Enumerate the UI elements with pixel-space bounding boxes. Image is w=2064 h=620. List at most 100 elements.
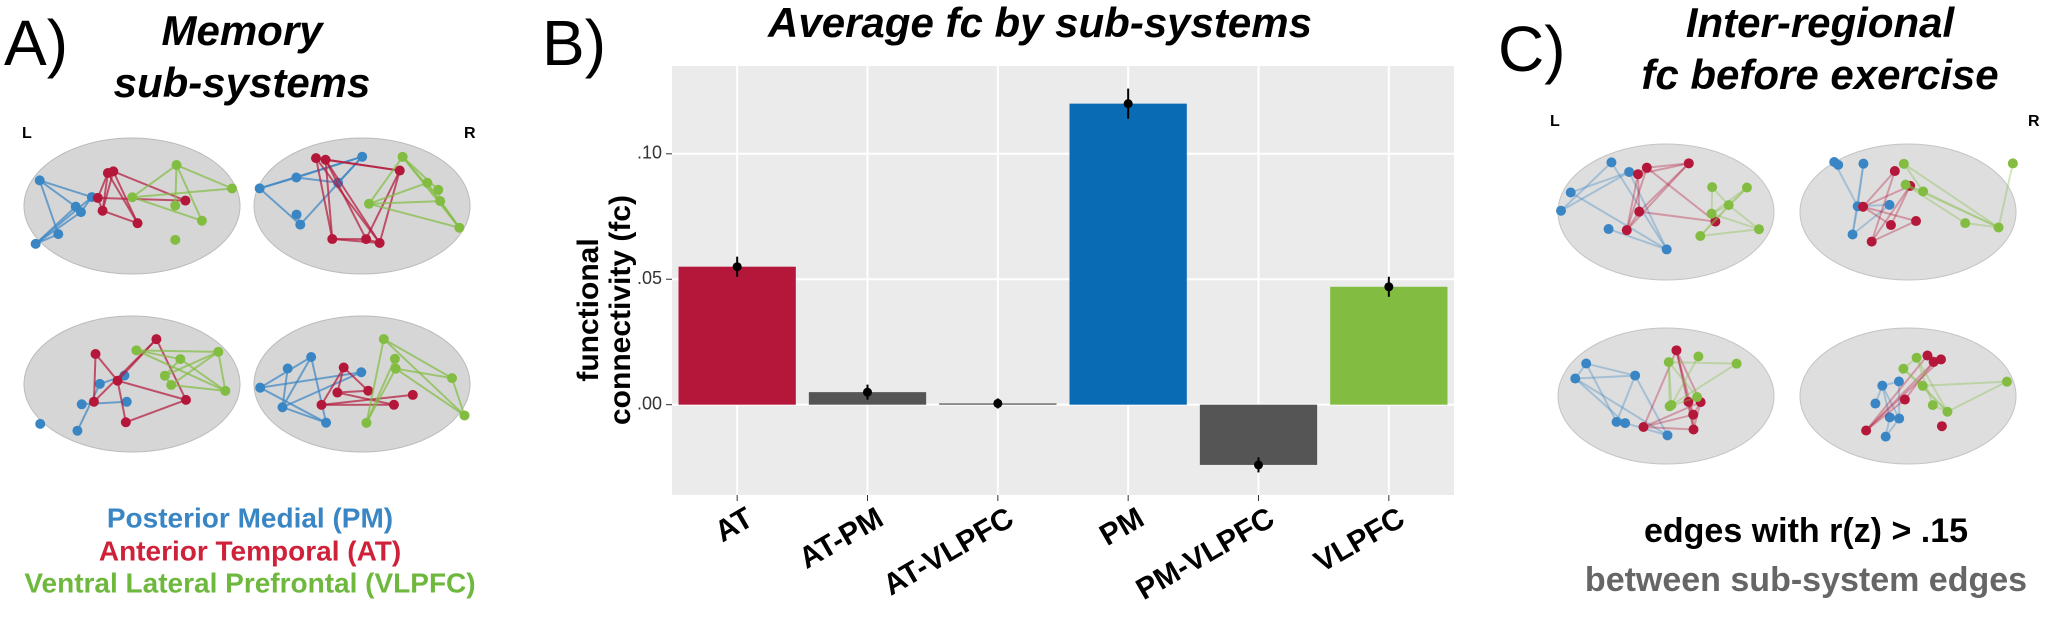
node <box>454 222 465 233</box>
node <box>397 151 408 162</box>
node <box>1936 421 1947 432</box>
edge <box>117 379 187 401</box>
edge <box>401 156 439 191</box>
edge <box>1862 184 1911 208</box>
node <box>435 196 446 207</box>
node <box>1918 186 1929 197</box>
node <box>1688 409 1699 420</box>
node <box>1942 406 1953 417</box>
edge <box>135 349 226 392</box>
node <box>363 385 374 396</box>
mean-point <box>1123 99 1133 109</box>
node <box>180 394 191 405</box>
node <box>390 363 401 374</box>
node <box>1911 352 1922 363</box>
node <box>30 238 41 249</box>
edge <box>383 338 453 379</box>
node <box>1889 166 1900 177</box>
node <box>196 215 207 226</box>
panel-title: Inter-regional <box>1686 0 1956 46</box>
note: edges with r(z) > .15 <box>1644 512 1968 550</box>
edge <box>1728 204 1760 230</box>
edge <box>125 398 187 424</box>
node <box>1556 205 1567 216</box>
brain <box>1557 327 1775 465</box>
panel-letter: B) <box>542 7 606 79</box>
node <box>127 192 138 203</box>
node <box>291 172 302 183</box>
y-tick-label: .10 <box>637 143 662 163</box>
node <box>1693 351 1704 362</box>
node <box>1692 392 1703 403</box>
node <box>459 410 470 421</box>
node <box>175 354 186 365</box>
edge <box>1870 185 1911 243</box>
edge <box>337 391 395 406</box>
edge <box>1643 425 1694 431</box>
edge <box>1626 162 1690 231</box>
node <box>120 417 131 428</box>
edge <box>1922 190 1999 229</box>
x-tick-label: AT <box>709 501 758 548</box>
edge <box>1946 380 2008 413</box>
edge <box>1865 354 1929 432</box>
node <box>1861 425 1872 436</box>
edge <box>1862 205 1892 226</box>
edge <box>365 368 397 424</box>
edge <box>132 187 233 199</box>
mean-point <box>732 262 742 272</box>
edge <box>1865 398 1906 432</box>
edge <box>395 367 453 380</box>
edge <box>1625 167 1648 231</box>
edge <box>321 393 413 406</box>
edge <box>343 366 369 392</box>
node <box>361 417 372 428</box>
edge <box>1639 210 1716 223</box>
edge <box>131 196 203 222</box>
edge <box>76 383 101 432</box>
node <box>34 175 45 186</box>
edge <box>136 349 181 361</box>
edge <box>281 368 289 408</box>
edge <box>1903 162 2000 229</box>
node <box>1847 229 1858 240</box>
mean-point <box>993 398 1003 408</box>
legend-entry: Ventral Lateral Prefrontal (VLPFC) <box>24 567 475 598</box>
node <box>90 349 101 360</box>
node <box>1683 396 1694 407</box>
node <box>356 367 367 378</box>
node <box>1570 373 1581 384</box>
edge <box>1560 161 1613 212</box>
edge <box>1646 162 1689 169</box>
edge <box>282 406 327 424</box>
node <box>1877 380 1888 391</box>
edge <box>324 159 334 240</box>
node <box>277 402 288 413</box>
node <box>1898 158 1909 169</box>
panel-letter: C) <box>1498 13 1566 85</box>
edge <box>337 389 369 394</box>
edge <box>368 202 460 229</box>
edge <box>1903 163 1924 193</box>
node <box>1870 398 1881 409</box>
node <box>1753 224 1764 235</box>
edge <box>131 164 178 199</box>
edge <box>164 350 219 377</box>
node <box>291 209 302 220</box>
edge <box>1575 374 1636 380</box>
edge <box>365 338 385 424</box>
node <box>378 334 389 345</box>
panel-letter: A) <box>4 7 68 79</box>
node <box>306 351 317 362</box>
brain <box>1557 143 1775 281</box>
node <box>1707 182 1718 193</box>
node <box>1880 431 1891 442</box>
node <box>433 184 444 195</box>
node <box>151 334 162 345</box>
edge <box>179 358 226 392</box>
node <box>1581 358 1592 369</box>
x-tick-label: PM <box>1094 501 1149 552</box>
edge <box>1628 171 1668 250</box>
x-tick-label: AT-PM <box>794 501 889 575</box>
node <box>1927 400 1938 411</box>
